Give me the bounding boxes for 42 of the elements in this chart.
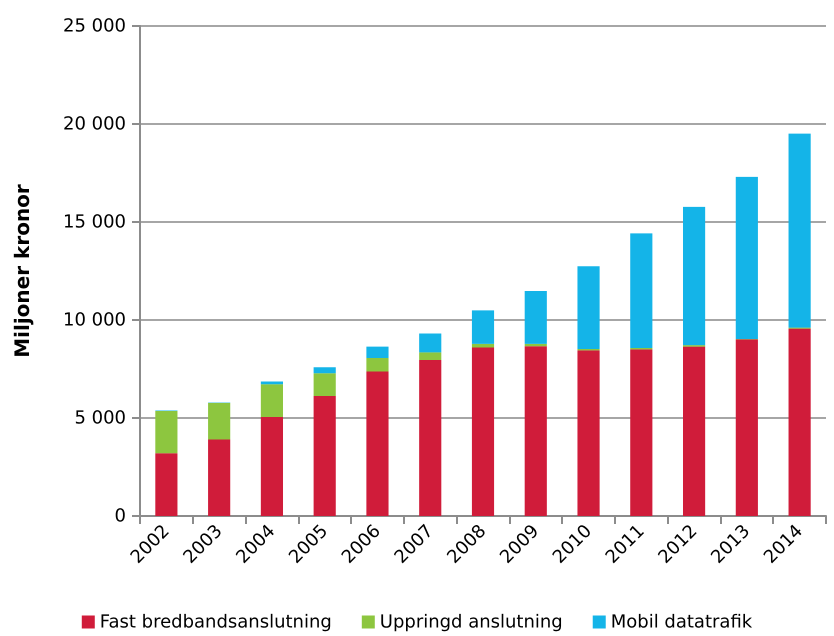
bar	[155, 453, 178, 516]
bar	[630, 349, 652, 516]
bar	[524, 346, 547, 516]
bar	[788, 328, 811, 516]
y-tick-label: 20 000	[63, 114, 126, 134]
bar	[419, 352, 442, 360]
bar	[736, 176, 758, 340]
bar	[366, 358, 389, 372]
bar	[260, 384, 284, 418]
bar	[260, 417, 284, 516]
y-tick-label: 5 000	[74, 408, 126, 428]
bar	[472, 347, 494, 516]
bar	[314, 367, 336, 374]
bar	[419, 334, 442, 352]
bar	[630, 233, 652, 348]
bar	[472, 344, 494, 348]
bar	[577, 350, 600, 516]
bar	[682, 346, 706, 516]
y-tick-label: 10 000	[63, 310, 126, 330]
bar	[314, 396, 336, 516]
bar	[208, 440, 230, 516]
bar	[788, 134, 811, 328]
bar	[208, 402, 230, 440]
y-tick-label: 25 000	[63, 16, 126, 36]
bar	[524, 344, 547, 346]
bar	[472, 310, 494, 344]
bar	[366, 346, 389, 358]
legend-label: Mobil datatrafik	[610, 612, 753, 632]
y-tick-label: 0	[114, 506, 126, 526]
y-axis-title: Miljoner kronor	[10, 184, 34, 358]
y-tick-label: 15 000	[63, 212, 126, 232]
bar	[419, 360, 442, 516]
bar	[736, 339, 758, 516]
bar	[524, 290, 547, 344]
bar	[314, 373, 336, 396]
bar	[577, 266, 600, 350]
bar	[366, 372, 389, 516]
legend-label: Fast bredbandsanslutning	[100, 612, 332, 632]
bar	[682, 206, 706, 346]
bar	[155, 410, 178, 454]
bar	[260, 382, 284, 384]
legend-label: Uppringd anslutning	[380, 612, 563, 632]
